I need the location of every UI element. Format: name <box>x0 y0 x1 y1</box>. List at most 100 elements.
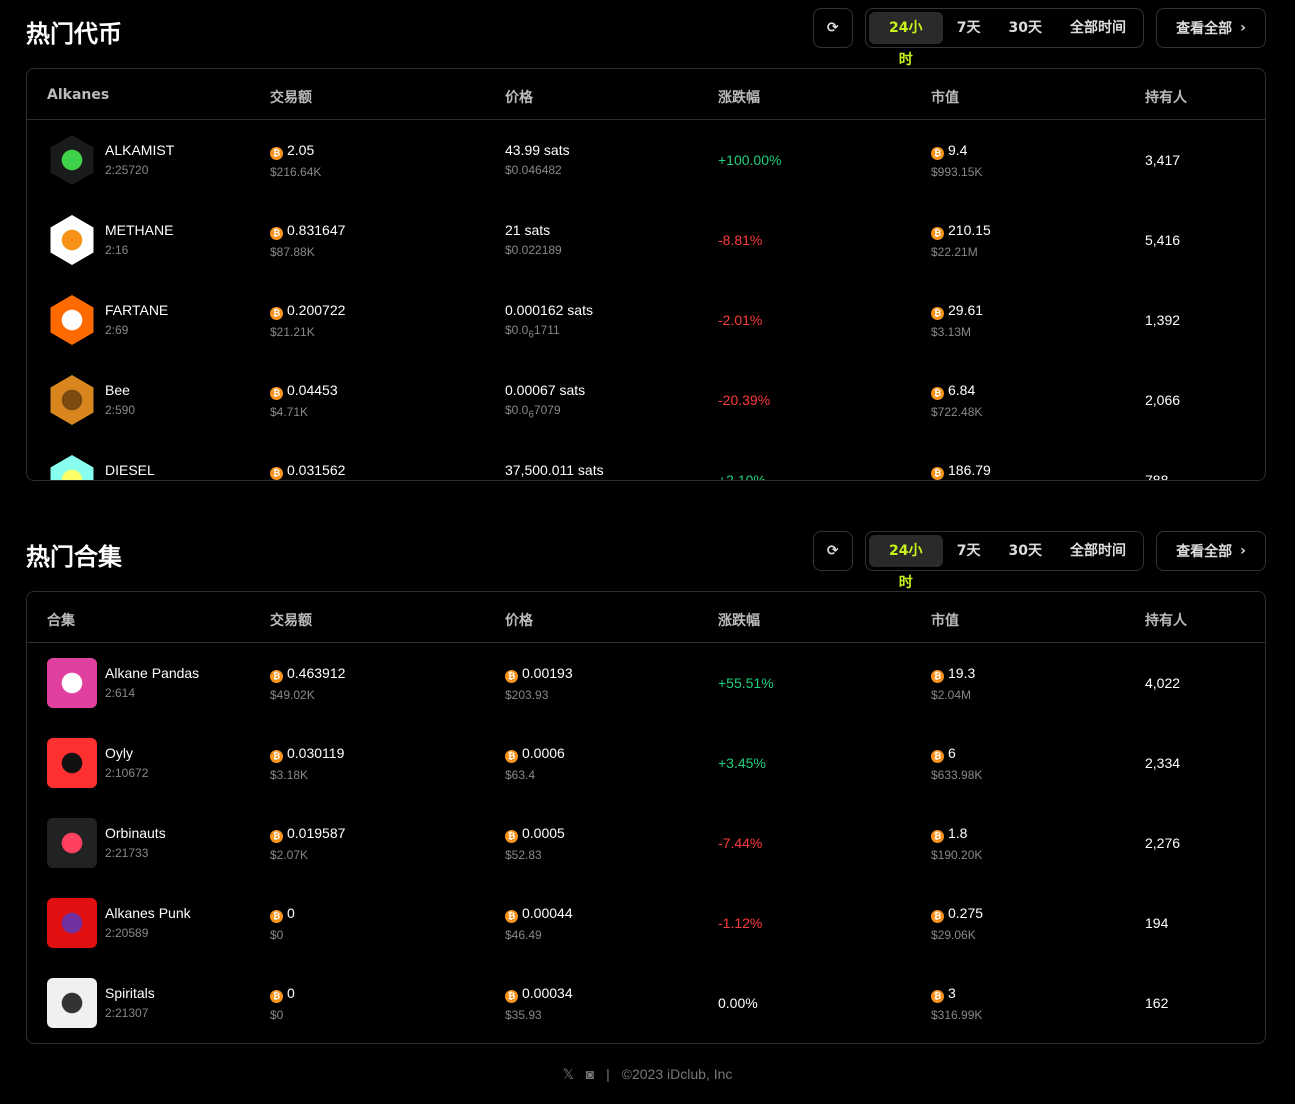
table-row[interactable]: Orbinauts 2:21733 ₿ 0.019587 $2.07K ₿ 0.0005 $5… <box>27 803 1265 883</box>
price-usd: $0.067079 <box>505 403 561 421</box>
price: 37,500.011 sats <box>505 462 604 478</box>
tab-30d[interactable]: 30天 <box>1008 20 1042 36</box>
table-row[interactable]: Alkanes Punk 2:20589 ₿ 0 $0 ₿ 0.00044 $46.49 -1.… <box>27 883 1265 963</box>
col-header[interactable]: Alkanes <box>47 87 110 103</box>
col-header[interactable]: 市值 <box>931 613 959 629</box>
volume: ₿ 0 <box>270 985 295 1003</box>
item-name[interactable]: METHANE <box>105 222 174 238</box>
table-row[interactable]: ALKAMIST 2:25720 ₿ 2.05 $216.64K 43.99 sats $0… <box>27 120 1265 200</box>
item-name[interactable]: Alkane Pandas <box>105 665 200 681</box>
tab-24h[interactable]: 24小时 <box>868 535 943 591</box>
price-usd: $63.4 <box>505 768 536 782</box>
item-name[interactable]: ALKAMIST <box>105 142 175 158</box>
holders: 4,022 <box>1145 675 1181 691</box>
price-usd: $203.93 <box>505 688 549 702</box>
volume: ₿ 0.04453 <box>270 382 338 400</box>
col-header[interactable]: 交易额 <box>270 613 312 629</box>
table-row[interactable]: Bee 2:590 ₿ 0.04453 $4.71K 0.00067 sats $0.067… <box>27 360 1265 440</box>
col-header[interactable]: 持有人 <box>1145 613 1187 629</box>
item-name[interactable]: Oyly <box>105 745 133 761</box>
market-cap-cell: ₿ 1.8 $190.20K <box>931 825 982 862</box>
tab-7d[interactable]: 7天 <box>956 20 981 36</box>
volume-usd: $2.07K <box>270 848 309 862</box>
name-cell: Alkane Pandas 2:614 <box>105 665 199 700</box>
market-cap: ₿ 6.84 <box>931 382 982 400</box>
item-name[interactable]: Orbinauts <box>105 825 166 841</box>
section-title: 热门合集 <box>26 543 122 571</box>
tab-all[interactable]: 全部时间 <box>1070 543 1126 559</box>
col-header[interactable]: 持有人 <box>1145 90 1187 106</box>
bitcoin-icon: ₿ <box>931 830 944 843</box>
avatar <box>50 375 94 425</box>
table-row[interactable]: FARTANE 2:69 ₿ 0.200722 $21.21K 0.000162 sats… <box>27 280 1265 360</box>
col-header[interactable]: 市值 <box>931 90 959 106</box>
x-icon[interactable]: 𝕏 <box>562 1066 574 1082</box>
bitcoin-icon: ₿ <box>270 750 283 763</box>
col-header[interactable]: 涨跌幅 <box>718 90 760 106</box>
bitcoin-icon: ₿ <box>931 307 944 320</box>
item-name[interactable]: FARTANE <box>105 302 169 318</box>
table-row[interactable]: DIESEL ₿ 0.031562 37,500.011 sats +2.10% ₿ 186… <box>27 440 1265 480</box>
item-name[interactable]: Spiritals <box>105 985 155 1001</box>
table-header: Alkanes 交易额 价格 涨跌幅 市值 持有人 <box>27 69 1265 120</box>
table-row[interactable]: Alkane Pandas 2:614 ₿ 0.463912 $49.02K ₿ 0.001… <box>27 643 1265 723</box>
volume-cell: ₿ 0 $0 <box>270 905 295 942</box>
avatar <box>50 215 94 265</box>
price-cell: ₿ 0.00034 $35.93 <box>505 985 573 1022</box>
item-name[interactable]: DIESEL <box>105 462 155 478</box>
item-id: 2:21733 <box>105 846 149 860</box>
bitcoin-icon: ₿ <box>931 910 944 923</box>
volume-usd: $49.02K <box>270 688 315 702</box>
price-usd: $35.93 <box>505 1008 542 1022</box>
period-tabs: 24小时 7天 30天 全部时间 <box>864 8 1144 68</box>
col-header[interactable]: 交易额 <box>270 90 312 106</box>
volume-cell: ₿ 0.831647 $87.88K <box>270 222 345 259</box>
volume-cell: ₿ 0.200722 $21.21K <box>270 302 345 339</box>
view-all-button[interactable]: 查看全部 › <box>1156 531 1266 571</box>
view-all-button[interactable]: 查看全部 › <box>1156 8 1266 48</box>
volume-cell: ₿ 0.04453 $4.71K <box>270 382 338 419</box>
tab-30d[interactable]: 30天 <box>1008 543 1042 559</box>
market-cap-usd: $316.99K <box>931 1008 983 1022</box>
market-cap-cell: ₿ 210.15 $22.21M <box>931 222 991 259</box>
table-row[interactable]: Spiritals 2:21307 ₿ 0 $0 ₿ 0.00034 $35.93 0.00% ₿… <box>27 963 1265 1043</box>
refresh-button[interactable]: ⟳ <box>812 531 853 571</box>
holders: 2,066 <box>1145 392 1181 408</box>
avatar <box>47 898 97 948</box>
table-header: 合集 交易额 价格 涨跌幅 市值 持有人 <box>27 592 1265 643</box>
col-header[interactable]: 价格 <box>505 90 533 106</box>
volume-usd: $4.71K <box>270 405 309 419</box>
period-tabs: 24小时 7天 30天 全部时间 <box>864 531 1144 591</box>
market-cap: ₿ 9.4 <box>931 142 982 160</box>
bitcoin-icon: ₿ <box>270 990 283 1003</box>
tab-24h[interactable]: 24小时 <box>868 12 943 68</box>
bitcoin-icon: ₿ <box>931 467 944 480</box>
item-name[interactable]: Bee <box>105 382 130 398</box>
tab-all[interactable]: 全部时间 <box>1070 20 1126 36</box>
market-cap-cell: ₿ 29.61 $3.13M <box>931 302 983 339</box>
table-row[interactable]: Oyly 2:10672 ₿ 0.030119 $3.18K ₿ 0.0006 $63.4 +3… <box>27 723 1265 803</box>
bitcoin-icon: ₿ <box>931 750 944 763</box>
item-id: 2:69 <box>105 323 129 337</box>
avatar <box>50 135 94 185</box>
refresh-button[interactable]: ⟳ <box>812 8 853 48</box>
volume: ₿ 0.019587 <box>270 825 345 843</box>
col-header[interactable]: 价格 <box>505 613 533 629</box>
bitcoin-icon: ₿ <box>270 227 283 240</box>
bitcoin-icon: ₿ <box>505 910 518 923</box>
bitcoin-icon: ₿ <box>505 990 518 1003</box>
market-cap-usd: $190.20K <box>931 848 983 862</box>
market-cap-usd: $2.04M <box>931 688 972 702</box>
price: ₿ 0.00044 <box>505 905 573 923</box>
bitcoin-icon: ₿ <box>931 147 944 160</box>
refresh-icon: ⟳ <box>826 543 839 559</box>
tab-7d[interactable]: 7天 <box>956 543 981 559</box>
discord-icon[interactable]: ◙ <box>585 1066 595 1082</box>
item-name[interactable]: Alkanes Punk <box>105 905 191 921</box>
market-cap-cell: ₿ 6 $633.98K <box>931 745 982 782</box>
market-cap-cell: ₿ 19.3 $2.04M <box>931 665 975 702</box>
name-cell: ALKAMIST 2:25720 <box>105 142 174 177</box>
col-header[interactable]: 合集 <box>47 613 75 629</box>
col-header[interactable]: 涨跌幅 <box>718 613 760 629</box>
table-row[interactable]: METHANE 2:16 ₿ 0.831647 $87.88K 21 sats $0.022… <box>27 200 1265 280</box>
